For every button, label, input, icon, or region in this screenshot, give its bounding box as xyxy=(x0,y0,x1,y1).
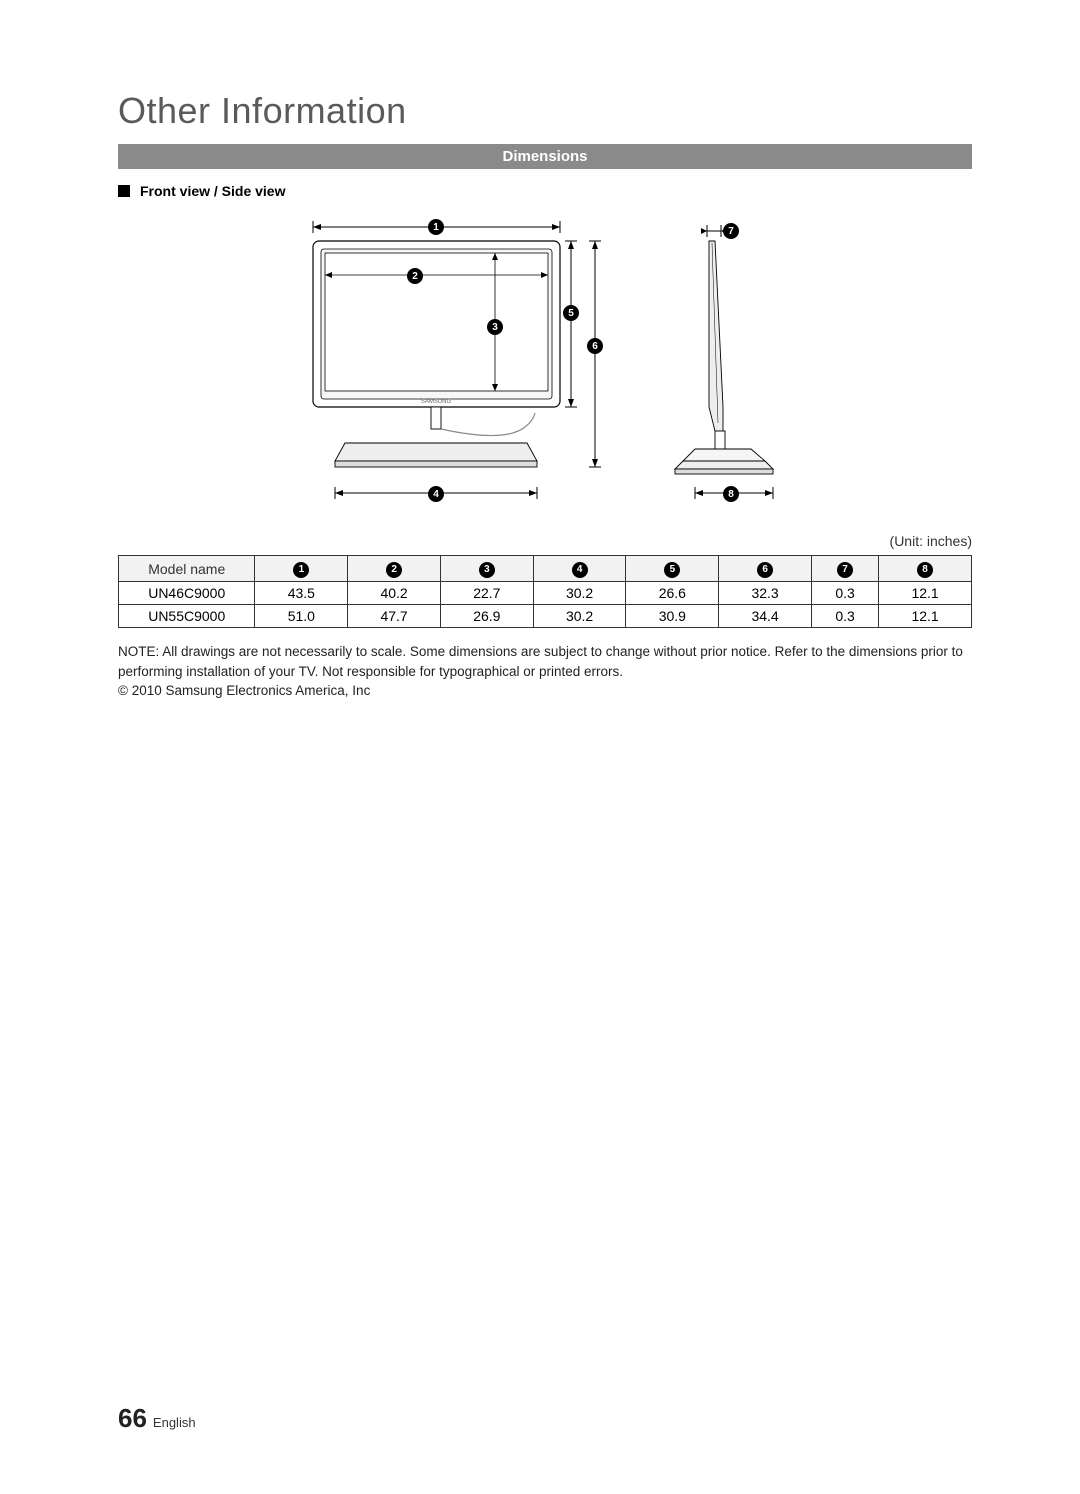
callout-5: 5 xyxy=(563,305,579,321)
section-title: Other Information xyxy=(118,90,972,132)
page-footer: 66 English xyxy=(118,1403,196,1434)
val-cell: 30.2 xyxy=(533,582,626,605)
val-cell: 26.6 xyxy=(626,582,719,605)
callout-7: 7 xyxy=(723,223,739,239)
col-6: 6 xyxy=(719,556,812,582)
col-5: 5 xyxy=(626,556,719,582)
val-cell: 22.7 xyxy=(440,582,533,605)
bullet-square-icon xyxy=(118,185,130,197)
col-3: 3 xyxy=(440,556,533,582)
val-cell: 40.2 xyxy=(348,582,441,605)
val-cell: 30.9 xyxy=(626,605,719,628)
col-4: 4 xyxy=(533,556,626,582)
callout-4: 4 xyxy=(428,486,444,502)
callout-6: 6 xyxy=(587,338,603,354)
val-cell: 0.3 xyxy=(811,605,878,628)
table-row: UN46C9000 43.5 40.2 22.7 30.2 26.6 32.3 … xyxy=(119,582,972,605)
val-cell: 30.2 xyxy=(533,605,626,628)
page-language: English xyxy=(153,1415,196,1430)
val-cell: 34.4 xyxy=(719,605,812,628)
col-1: 1 xyxy=(255,556,348,582)
val-cell: 12.1 xyxy=(879,605,972,628)
callout-8: 8 xyxy=(723,486,739,502)
col-2: 2 xyxy=(348,556,441,582)
val-cell: 32.3 xyxy=(719,582,812,605)
table-row: UN55C9000 51.0 47.7 26.9 30.2 30.9 34.4 … xyxy=(119,605,972,628)
col-8: 8 xyxy=(879,556,972,582)
view-label-text: Front view / Side view xyxy=(140,183,285,199)
brand-text: SAMSUNG xyxy=(421,399,452,405)
col-7: 7 xyxy=(811,556,878,582)
callout-1: 1 xyxy=(428,219,444,235)
model-cell: UN55C9000 xyxy=(119,605,255,628)
tv-diagram-svg: SAMSUNG xyxy=(275,213,815,513)
callout-2: 2 xyxy=(407,268,423,284)
unit-label: (Unit: inches) xyxy=(118,533,972,549)
model-cell: UN46C9000 xyxy=(119,582,255,605)
page-number: 66 xyxy=(118,1403,147,1434)
val-cell: 26.9 xyxy=(440,605,533,628)
dimensions-table: Model name 1 2 3 4 5 6 7 8 UN46C9000 43.… xyxy=(118,555,972,628)
val-cell: 12.1 xyxy=(879,582,972,605)
note-text: NOTE: All drawings are not necessarily t… xyxy=(118,642,972,681)
view-label: Front view / Side view xyxy=(118,183,972,199)
callout-3: 3 xyxy=(487,319,503,335)
dimension-diagram: SAMSUNG xyxy=(118,213,972,513)
val-cell: 51.0 xyxy=(255,605,348,628)
subtitle-bar: Dimensions xyxy=(118,144,972,169)
copyright-text: © 2010 Samsung Electronics America, Inc xyxy=(118,683,972,698)
val-cell: 47.7 xyxy=(348,605,441,628)
table-header-row: Model name 1 2 3 4 5 6 7 8 xyxy=(119,556,972,582)
model-header: Model name xyxy=(119,556,255,582)
val-cell: 43.5 xyxy=(255,582,348,605)
val-cell: 0.3 xyxy=(811,582,878,605)
